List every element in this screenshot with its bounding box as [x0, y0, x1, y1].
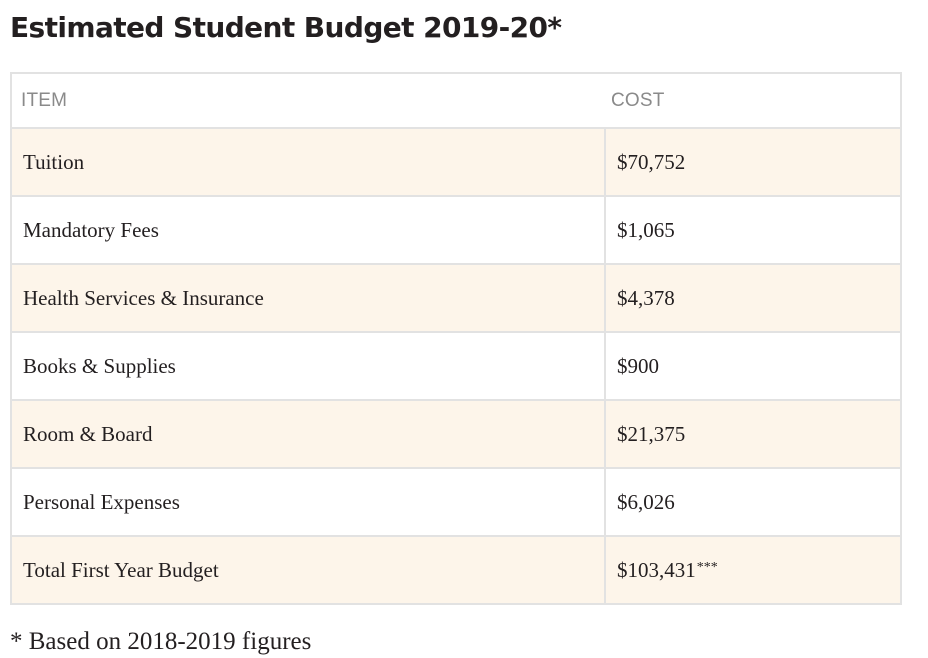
- table-row: Personal Expenses $6,026: [10, 467, 902, 537]
- cost-value: $70,752: [617, 149, 686, 174]
- cost-cell: $1,065: [604, 195, 902, 265]
- column-header-item: ITEM: [10, 72, 605, 129]
- table-row: Books & Supplies $900: [10, 331, 902, 401]
- cost-cell: $4,378: [604, 263, 902, 333]
- total-row: Total First Year Budget $103,431***: [10, 535, 902, 605]
- table-row: Health Services & Insurance $4,378: [10, 263, 902, 333]
- cost-cell: $900: [604, 331, 902, 401]
- table-row: Room & Board $21,375: [10, 399, 902, 469]
- table-header-row: ITEM COST: [10, 72, 902, 129]
- total-label-cell: Total First Year Budget: [10, 535, 606, 605]
- item-cell: Mandatory Fees: [10, 195, 606, 265]
- cost-cell: $6,026: [604, 467, 902, 537]
- page-title: Estimated Student Budget 2019-20*: [10, 11, 562, 44]
- item-cell: Room & Board: [10, 399, 606, 469]
- cost-value: $4,378: [617, 285, 675, 310]
- cost-value: $900: [617, 353, 659, 378]
- budget-table: ITEM COST Tuition $70,752 Mandatory Fees…: [10, 72, 902, 605]
- column-header-cost: COST: [605, 72, 902, 129]
- table-row: Mandatory Fees $1,065: [10, 195, 902, 265]
- footnote: * Based on 2018-2019 figures: [10, 628, 312, 655]
- item-cell: Books & Supplies: [10, 331, 606, 401]
- cost-value: $21,375: [617, 421, 686, 446]
- total-cost-cell: $103,431***: [604, 535, 902, 605]
- item-cell: Tuition: [10, 127, 606, 197]
- cost-cell: $21,375: [604, 399, 902, 469]
- table-row: Tuition $70,752: [10, 127, 902, 197]
- cost-value: $1,065: [617, 217, 675, 242]
- item-cell: Health Services & Insurance: [10, 263, 606, 333]
- cost-value: $6,026: [617, 489, 675, 514]
- item-cell: Personal Expenses: [10, 467, 606, 537]
- total-cost-value: $103,431: [617, 557, 696, 582]
- cost-cell: $70,752: [604, 127, 902, 197]
- footnote-marker: ***: [696, 559, 718, 575]
